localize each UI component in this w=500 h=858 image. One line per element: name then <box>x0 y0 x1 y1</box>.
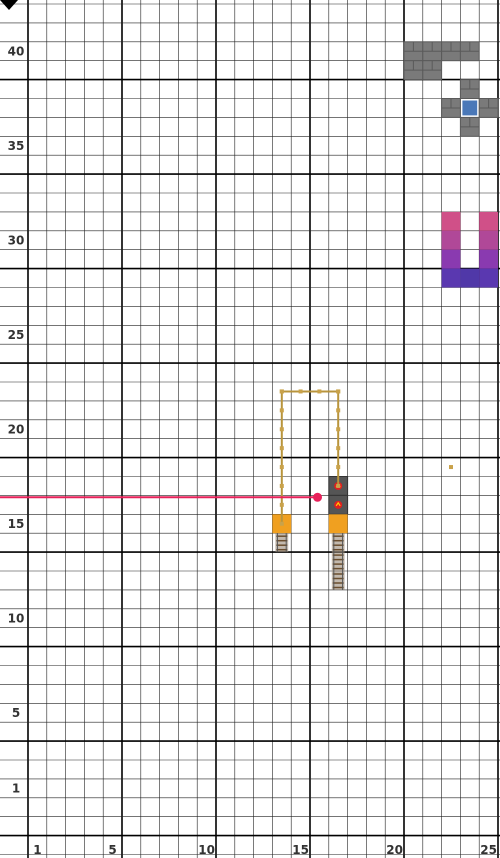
y-axis-label: 10 <box>8 611 25 625</box>
wire-dot <box>279 483 284 488</box>
wire-dot <box>336 483 341 488</box>
orange-block[interactable] <box>328 514 348 534</box>
colored-block[interactable] <box>441 268 461 288</box>
wire-dot[interactable] <box>449 465 453 470</box>
wire-dot <box>336 389 341 394</box>
y-axis-label: 15 <box>8 517 25 531</box>
pointer-dot <box>313 492 323 502</box>
colored-block[interactable] <box>460 268 480 288</box>
track-tile[interactable] <box>275 533 289 553</box>
up-arrow-icon <box>335 501 341 507</box>
wire-dot <box>279 446 284 451</box>
x-axis-label: 10 <box>198 843 215 857</box>
wire-dot <box>279 389 284 394</box>
wire-dot <box>279 521 284 526</box>
red-arrow-icon <box>334 500 343 509</box>
wire-dot <box>279 408 284 413</box>
y-axis-label: 30 <box>8 233 25 247</box>
y-axis-label: 5 <box>12 706 20 720</box>
y-axis-label: 35 <box>8 139 25 153</box>
colored-block[interactable] <box>479 268 498 288</box>
x-axis-label: 15 <box>292 843 309 857</box>
wire-dot <box>279 427 284 432</box>
x-axis-label: 1 <box>33 843 41 857</box>
colored-block[interactable] <box>479 230 498 250</box>
x-axis-label: 25 <box>480 843 497 857</box>
colored-block[interactable] <box>441 249 461 269</box>
corner-marker-icon <box>0 0 18 10</box>
wire-dot <box>317 389 322 394</box>
track-tile[interactable] <box>331 552 345 571</box>
wire-dot <box>336 465 341 470</box>
colored-block[interactable] <box>479 249 498 269</box>
y-axis-label: 25 <box>8 328 25 342</box>
y-axis-label: 20 <box>8 422 25 436</box>
wire-dot <box>336 427 341 432</box>
colored-block[interactable] <box>479 211 498 231</box>
x-axis-label: 20 <box>386 843 403 857</box>
pointer-layer <box>0 492 323 502</box>
colored-block[interactable] <box>441 230 461 250</box>
wire-dot <box>298 389 303 394</box>
y-axis-label: 40 <box>8 44 25 58</box>
tile-layer[interactable] <box>272 41 499 590</box>
track-tile[interactable] <box>331 571 345 590</box>
wire-dot <box>336 408 341 413</box>
track-tile[interactable] <box>331 533 345 553</box>
y-axis-label: 1 <box>12 781 20 795</box>
colored-block[interactable] <box>441 211 461 231</box>
wire-dot <box>279 465 284 470</box>
wire-dot <box>279 502 284 507</box>
wire-dot <box>336 446 341 451</box>
x-axis-label: 5 <box>108 843 116 857</box>
redstone-wire[interactable] <box>280 390 340 524</box>
blue-gem-tile[interactable] <box>462 100 478 116</box>
